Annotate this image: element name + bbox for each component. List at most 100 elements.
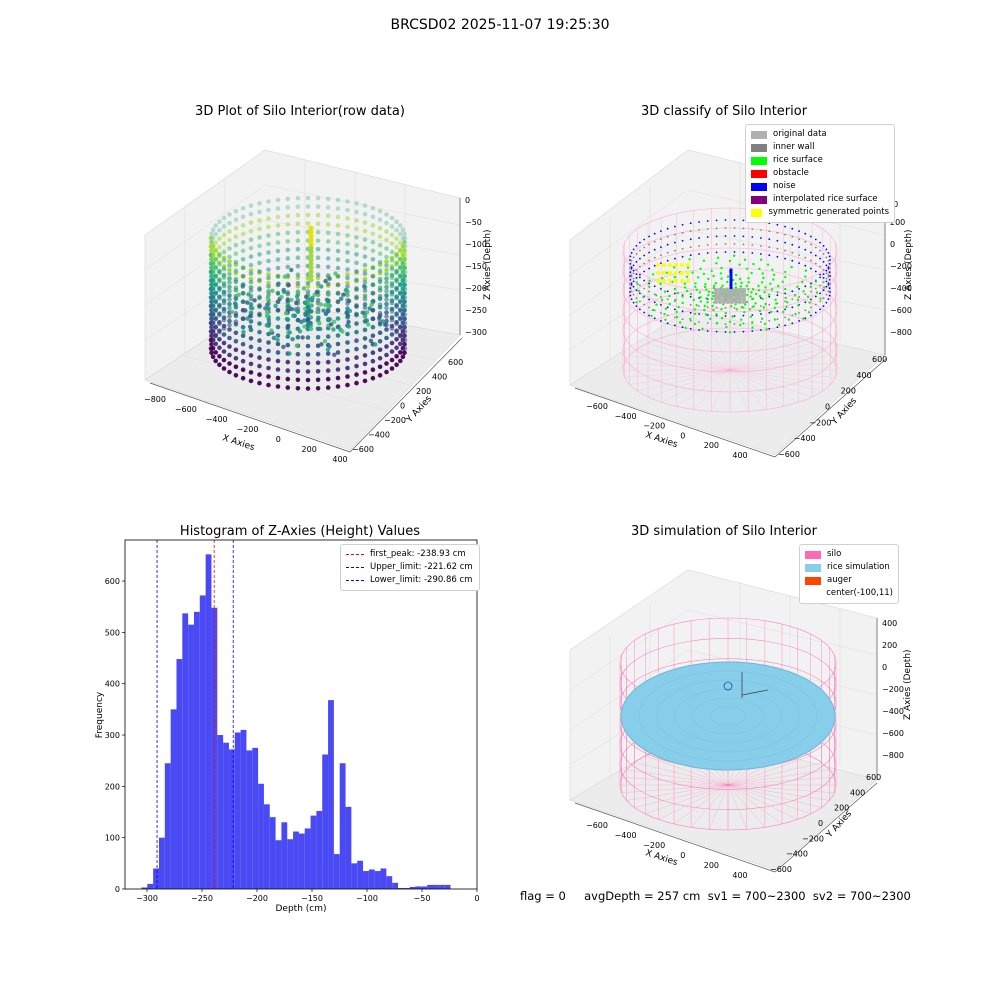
raw-point <box>402 325 407 330</box>
raw-point <box>264 310 270 315</box>
raw-point <box>384 280 389 285</box>
raw-point <box>335 291 341 296</box>
histogram-legend-label: first_peak: -238.93 cm <box>370 549 466 559</box>
raw-point <box>295 229 301 235</box>
raw-point <box>325 239 331 244</box>
classify-silo-spoke <box>637 348 731 371</box>
raw-point <box>213 274 218 279</box>
classify-point <box>630 260 633 262</box>
raw-point <box>240 324 246 330</box>
classify-point <box>791 251 794 254</box>
raw-point <box>257 209 262 215</box>
classify-point <box>796 285 799 288</box>
classify-point <box>784 225 786 228</box>
raw-point <box>227 305 232 311</box>
classify-point <box>798 246 800 249</box>
classify-point <box>734 282 737 285</box>
raw-point <box>305 316 311 322</box>
classify-point <box>716 321 719 325</box>
raw-point <box>319 284 324 289</box>
classify-point <box>769 310 773 314</box>
classify-point <box>630 274 633 276</box>
raw-point <box>326 316 331 322</box>
raw-point <box>221 215 227 221</box>
classify-point <box>769 282 772 285</box>
histogram-ytick-label: 600 <box>105 577 120 586</box>
raw-point <box>275 257 281 262</box>
raw-point <box>377 268 383 274</box>
simulation-legend-label: center(-100,11) <box>826 588 893 598</box>
classify-point <box>693 308 696 311</box>
classify-point <box>804 317 807 320</box>
raw-point <box>400 278 406 284</box>
classify-point <box>776 310 779 313</box>
classify-point <box>773 318 777 321</box>
raw-point <box>398 248 403 254</box>
raw-point <box>269 328 274 333</box>
classify-point <box>715 251 718 254</box>
raw-point <box>402 316 407 322</box>
raw-point <box>308 253 314 259</box>
classify-point <box>784 316 786 319</box>
raw-point <box>389 349 395 354</box>
classify-legend-item: symmetric generated points <box>751 206 889 219</box>
classify-point <box>751 288 755 291</box>
raw-point <box>394 312 399 318</box>
classify-point <box>688 258 691 261</box>
histogram-bar <box>287 839 294 889</box>
raw-point <box>257 346 262 352</box>
raw-point <box>398 231 403 237</box>
raw-point <box>275 333 281 338</box>
classify-point <box>715 330 718 333</box>
classify-point <box>663 290 667 293</box>
raw-point <box>362 279 368 285</box>
raw-point <box>362 245 368 251</box>
raw-point <box>227 369 232 375</box>
raw-point <box>335 308 341 313</box>
classify-point <box>739 323 742 327</box>
classify-point <box>810 251 812 254</box>
raw-point <box>264 313 270 318</box>
classify-point <box>767 293 771 296</box>
classify-point <box>648 290 650 293</box>
raw-point <box>308 245 314 251</box>
raw-point <box>221 357 227 363</box>
raw-point <box>257 338 262 343</box>
simulation-xtick: −400 <box>615 831 637 840</box>
classify-point <box>711 304 714 308</box>
raw-point <box>335 367 341 372</box>
raw-point <box>227 254 232 260</box>
raw-point <box>389 215 395 221</box>
classify-point <box>719 272 723 275</box>
simulation-legend-item: center(-100,11) <box>805 587 893 600</box>
classify-point <box>715 227 718 230</box>
raw-xtick: 0 <box>276 435 281 444</box>
raw-point <box>285 297 290 302</box>
raw-point <box>257 294 262 300</box>
classify-point <box>760 313 762 315</box>
raw-point <box>370 324 376 330</box>
classify-point <box>810 235 812 238</box>
classify-point <box>674 233 676 236</box>
classify-point <box>829 283 831 285</box>
raw-ytick: −600 <box>352 445 374 454</box>
histogram-legend-label: Lower_limit: -290.86 cm <box>370 575 473 585</box>
raw-point <box>345 280 350 286</box>
raw-point <box>209 257 214 262</box>
raw-point <box>210 269 216 275</box>
classify-point <box>632 248 635 251</box>
classify-point <box>754 302 757 305</box>
raw-point <box>266 306 271 311</box>
classify-point <box>828 287 831 290</box>
classify-point <box>798 312 800 314</box>
raw-point <box>362 336 368 341</box>
raw-point <box>402 240 407 245</box>
classify-point <box>666 227 669 230</box>
raw-point <box>335 274 341 279</box>
raw-point <box>389 258 395 263</box>
classify-point <box>804 301 807 304</box>
classify-point <box>639 241 641 244</box>
simulation-legend-item: silo <box>805 548 893 561</box>
raw-point <box>370 248 376 254</box>
raw-point <box>345 357 350 362</box>
